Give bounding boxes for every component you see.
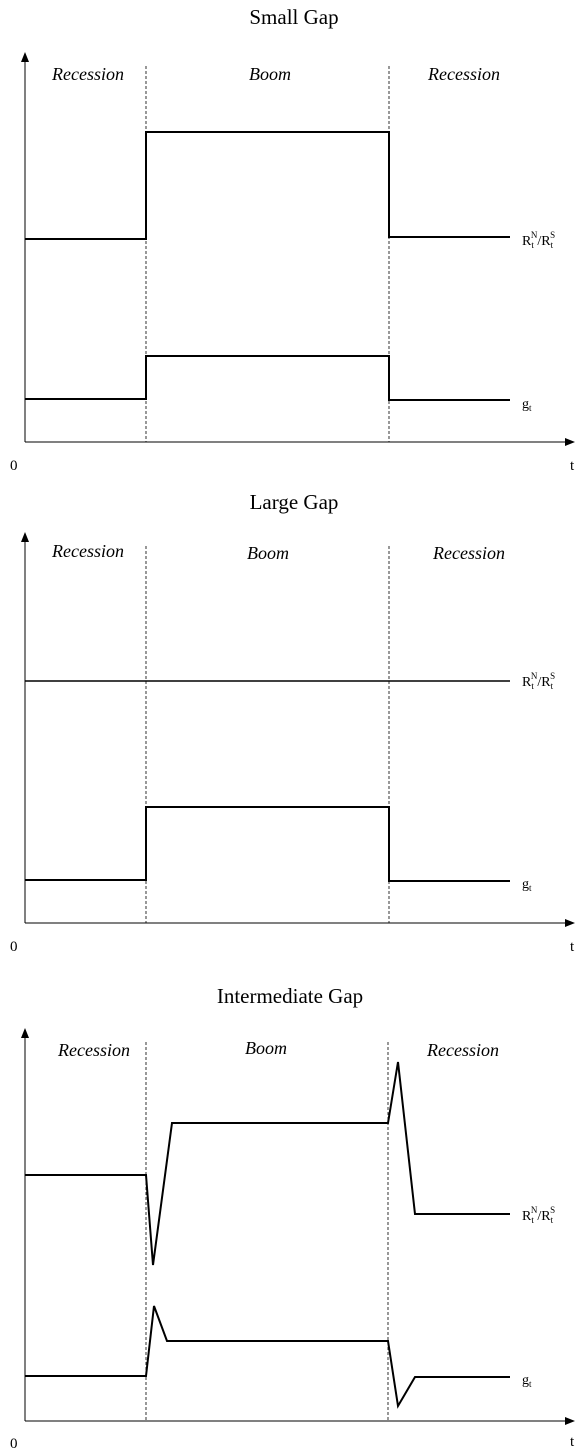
- phase-label-recession: Recession: [426, 1040, 499, 1060]
- ratio-series-line: [25, 1061, 510, 1266]
- x-axis-arrow: [565, 438, 575, 446]
- growth-series-line: [25, 806, 510, 882]
- growth-series-line: [25, 355, 510, 401]
- phase-label-recession: Recession: [51, 64, 124, 84]
- phase-label-recession: Recession: [57, 1040, 130, 1060]
- origin-label: 0: [10, 1436, 18, 1449]
- y-axis-arrow: [21, 1028, 29, 1038]
- phase-label-recession: Recession: [427, 64, 500, 84]
- growth-series-label: gt: [522, 877, 532, 893]
- panel-title: Intermediate Gap: [217, 984, 363, 1008]
- time-axis-label: t: [570, 458, 575, 474]
- origin-label: 0: [10, 458, 18, 474]
- time-axis-label: t: [570, 939, 575, 955]
- ratio-series-label: RtN/RtS: [522, 1205, 555, 1225]
- time-axis-label: t: [570, 1434, 575, 1449]
- panel-intermediate-gap: Intermediate Gap 0 t Recession Boom Rece…: [10, 984, 575, 1449]
- growth-series-label: gt: [522, 397, 532, 413]
- x-axis-arrow: [565, 1417, 575, 1425]
- panel-title: Large Gap: [250, 490, 339, 514]
- ratio-series-label: RtN/RtS: [522, 230, 555, 250]
- panel-large-gap: Large Gap 0 t Recession Boom Recession R…: [10, 490, 575, 955]
- x-axis-arrow: [565, 919, 575, 927]
- ratio-series-line: [25, 131, 510, 240]
- panel-title: Small Gap: [249, 5, 338, 29]
- origin-label: 0: [10, 939, 18, 955]
- panel-small-gap: Small Gap 0 t Recession Boom Recession R…: [10, 5, 575, 474]
- phase-label-boom: Boom: [249, 64, 291, 84]
- phase-label-recession: Recession: [432, 543, 505, 563]
- y-axis-arrow: [21, 532, 29, 542]
- growth-series-line: [25, 1305, 510, 1409]
- phase-label-recession: Recession: [51, 541, 124, 561]
- growth-series-label: gt: [522, 1373, 532, 1389]
- phase-label-boom: Boom: [245, 1038, 287, 1058]
- phase-label-boom: Boom: [247, 543, 289, 563]
- ratio-series-label: RtN/RtS: [522, 671, 555, 691]
- y-axis-arrow: [21, 52, 29, 62]
